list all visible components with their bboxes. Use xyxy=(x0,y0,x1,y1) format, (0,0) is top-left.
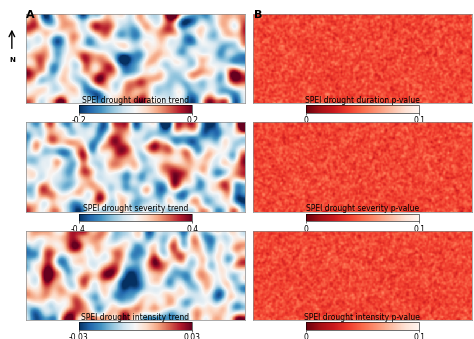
Text: A: A xyxy=(26,10,35,20)
Title: SPEI drought duration p-value: SPEI drought duration p-value xyxy=(305,96,420,105)
Text: N: N xyxy=(9,57,15,63)
Title: SPEI drought duration trend: SPEI drought duration trend xyxy=(82,96,189,105)
Title: SPEI drought intensity trend: SPEI drought intensity trend xyxy=(81,313,190,322)
Text: B: B xyxy=(254,10,262,20)
Title: SPEI drought severity p-value: SPEI drought severity p-value xyxy=(306,204,419,214)
Title: SPEI drought severity trend: SPEI drought severity trend xyxy=(82,204,188,214)
Title: SPEI drought intensity p-value: SPEI drought intensity p-value xyxy=(304,313,420,322)
